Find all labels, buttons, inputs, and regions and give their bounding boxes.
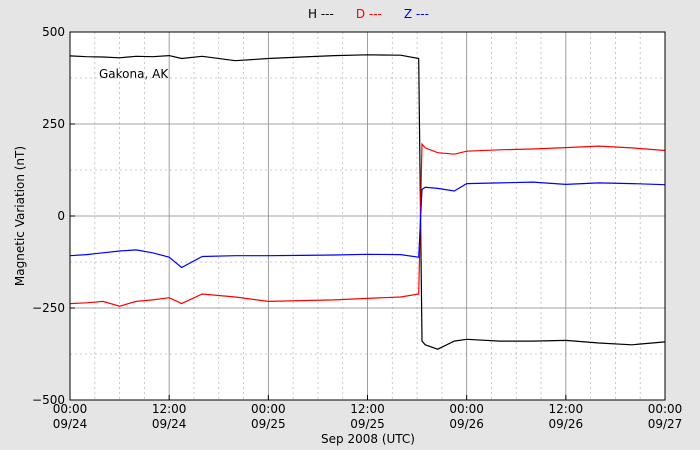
- series-line: [69, 142, 666, 307]
- y-tick-label: −250: [32, 301, 65, 315]
- x-tick-date: 09/25: [350, 417, 385, 431]
- x-tick-label: 00:00: [251, 402, 286, 416]
- x-tick-date: 09/27: [648, 417, 683, 431]
- annotation: Gakona, AK: [99, 67, 169, 81]
- legend-entry: Z ---: [404, 7, 429, 21]
- y-tick-label: 500: [42, 25, 65, 39]
- x-tick-label: 12:00: [549, 402, 584, 416]
- y-tick-label: 0: [57, 209, 65, 223]
- x-tick-date: 09/24: [53, 417, 88, 431]
- series-line: [69, 54, 666, 350]
- x-tick-date: 09/24: [152, 417, 187, 431]
- y-tick-label: 250: [42, 117, 65, 131]
- legend-entry: D ---: [356, 7, 382, 21]
- x-tick-label: 00:00: [648, 402, 683, 416]
- x-tick-label: 00:00: [449, 402, 484, 416]
- x-tick-label: 12:00: [152, 402, 187, 416]
- series-line: [69, 181, 666, 269]
- y-axis-label: Magnetic Variation (nT): [13, 146, 27, 286]
- x-axis-label: Sep 2008 (UTC): [321, 432, 415, 446]
- x-tick-label: 00:00: [53, 402, 88, 416]
- x-tick-date: 09/26: [449, 417, 484, 431]
- x-tick-date: 09/26: [549, 417, 584, 431]
- x-tick-date: 09/25: [251, 417, 286, 431]
- plot-frame: [69, 31, 666, 401]
- x-tick-label: 12:00: [350, 402, 385, 416]
- y-tick-label: −500: [32, 393, 65, 407]
- legend-entry: H ---: [308, 7, 334, 21]
